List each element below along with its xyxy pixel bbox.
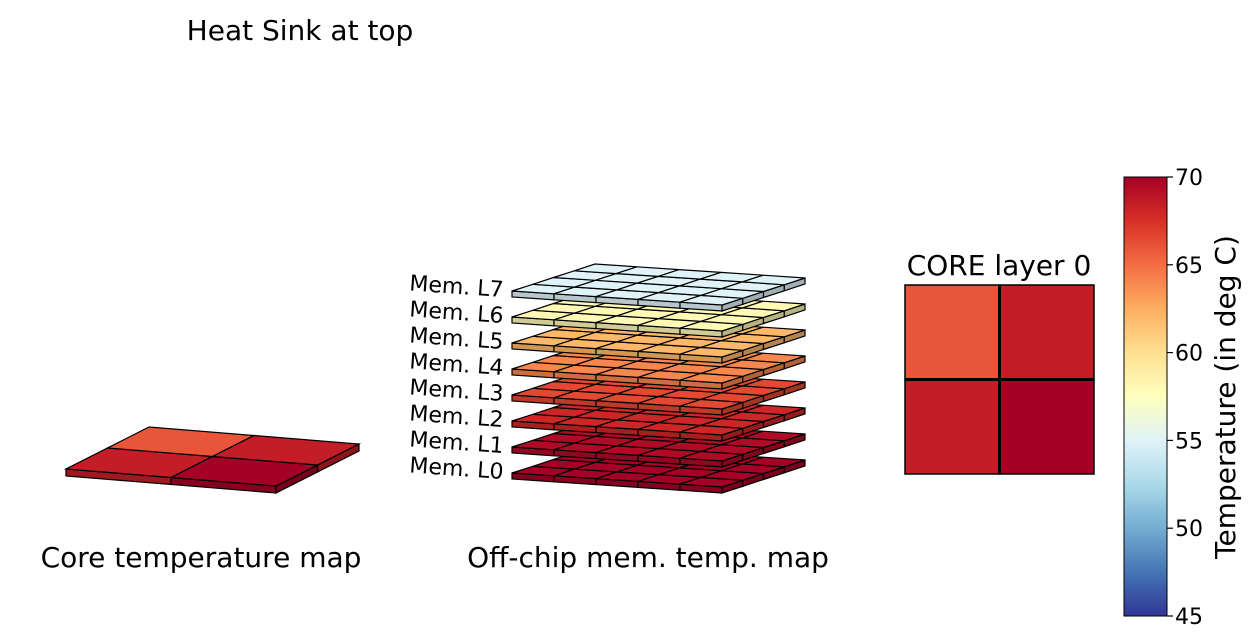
- colorbar-tick-label: 45: [1175, 605, 1203, 630]
- mem-layer-6-cell: [742, 300, 806, 312]
- core-map-title: Core temperature map: [41, 541, 362, 574]
- mem-map-title: Off-chip mem. temp. map: [467, 541, 829, 574]
- core-layer-cell: [904, 378, 1001, 475]
- core-map-cell: [210, 434, 362, 466]
- core-layer-cell: [998, 284, 1095, 381]
- core-layer-title: CORE layer 0: [907, 249, 1092, 282]
- heat-sink-label: Heat Sink at top: [187, 14, 414, 47]
- colorbar-label: Temperature (in deg C): [1209, 235, 1242, 560]
- mem-layer-4-cell: [742, 352, 806, 364]
- mem-layer-7-cell: [742, 274, 806, 286]
- mem-layer-label: Mem. L0: [409, 453, 505, 485]
- colorbar-gradient: [1123, 176, 1168, 617]
- colorbar-tick-label: 55: [1175, 429, 1203, 454]
- mem-layer-3-cell: [742, 378, 806, 390]
- colorbar-tick-label: 65: [1175, 254, 1203, 279]
- colorbar-tick-label: 70: [1175, 166, 1203, 191]
- colorbar-tick-label: 50: [1175, 517, 1203, 542]
- core-layer-cell: [998, 378, 1095, 475]
- core-layer-heatmap: [904, 284, 1095, 475]
- mem-layer-7: Mem. L7: [409, 263, 806, 312]
- colorbar-tick-label: 60: [1175, 342, 1203, 367]
- mem-layer-5-cell: [742, 326, 806, 338]
- core-temperature-map-3d: [63, 426, 362, 494]
- mem-layer-1-cell: [742, 430, 806, 442]
- mem-layer-2-cell: [742, 404, 806, 416]
- colorbar: 45 50 55 60 65 70 Temperature (in deg C): [1123, 166, 1242, 630]
- mem-layer-0-cell: [742, 456, 806, 468]
- core-layer-cell: [904, 284, 1001, 381]
